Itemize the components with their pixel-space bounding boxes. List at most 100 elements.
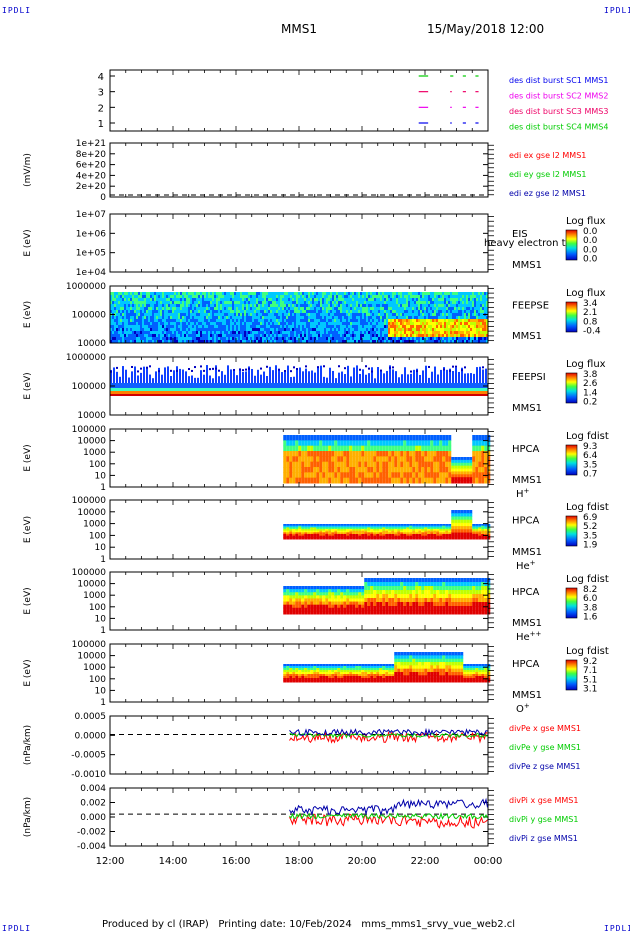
colorbar-tick-label: 5.1 [583, 675, 597, 685]
species-label: He+ [516, 559, 536, 572]
colorbar-title: Log flux [566, 359, 606, 370]
legend-entry: divPe y gse MMS1 [509, 743, 581, 752]
y-axis-label: E (eV) [23, 516, 33, 543]
colorbar [565, 659, 578, 691]
colorbar-tick-label: 3.4 [583, 299, 598, 309]
colorbar-title: Log flux [566, 216, 606, 227]
instrument-label: EIS [512, 229, 528, 240]
panel-burst: 4 3 2 1 des dist burst SC1 MMS1 des dist burs… [98, 69, 608, 132]
colorbar-tick-label: 6.0 [583, 594, 598, 604]
legend-entry: edi ex gse l2 MMS1 [509, 151, 586, 160]
y-tick-label: 10000 [77, 437, 106, 447]
y-axis-label: E (eV) [23, 372, 33, 399]
colorbar [565, 444, 578, 476]
instrument-label: FEEPSE [512, 301, 549, 312]
time-tick-label: 16:00 [222, 856, 251, 867]
y-tick-label: 1 [100, 555, 106, 565]
y-tick-label: 10000 [77, 580, 106, 590]
y-tick-label: 1000 [83, 663, 106, 673]
y-tick-label: 3 [98, 88, 104, 99]
colorbar-title: Log fdist [566, 646, 609, 657]
colorbar-tick-label: 3.5 [583, 460, 597, 470]
series-line [289, 727, 488, 738]
y-tick-label: 100 [89, 531, 106, 541]
corner-label-top-right: IPDLI [604, 6, 630, 15]
y-tick-label: 1e+21 [76, 139, 106, 149]
y-tick-label: 0.002 [80, 799, 106, 809]
legend-entry: des dist burst SC4 MMS4 [509, 123, 608, 132]
panel-frame [109, 69, 489, 132]
plot-datetime: 15/May/2018 12:00 [427, 22, 545, 36]
y-tick-label: 1e+06 [76, 229, 107, 239]
spacecraft-label: MMS1 [512, 403, 542, 414]
corner-label-bottom-right: IPDLI [604, 924, 630, 933]
y-tick-label: 1 [98, 119, 104, 130]
y-tick-label: 4 [98, 72, 104, 83]
y-tick-label: 100000 [72, 382, 107, 392]
y-axis-label: (nPa/km) [23, 725, 33, 765]
series-line [289, 812, 488, 820]
legend-entry: divPi y gse MMS1 [509, 815, 578, 824]
footer-file: mms_mms1_srvy_vue_web2.cl [361, 919, 516, 930]
legend-entry: des dist burst SC3 MMS3 [509, 107, 608, 116]
colorbar-tick-label: 9.3 [583, 442, 597, 452]
spacecraft-label: MMS1 [512, 690, 542, 701]
spacecraft-label: MMS1 [512, 618, 542, 629]
y-tick-label: -0.004 [77, 842, 106, 852]
colorbar [565, 229, 578, 261]
colorbar-tick-label: 0.2 [583, 398, 597, 408]
colorbar-tick-label: 3.5 [583, 531, 597, 541]
colorbar-tick-label: 6.4 [583, 451, 598, 461]
y-tick-label: 0.0000 [75, 731, 107, 741]
colorbar-title: Log flux [566, 288, 606, 299]
y-tick-label: 0 [100, 193, 106, 203]
colorbar-tick-label: 0.7 [583, 470, 597, 480]
stacked-panels: 4 3 2 1 des dist burst SC1 MMS1 des dist burs… [23, 69, 609, 867]
legend-entry: edi ey gse l2 MMS1 [509, 170, 587, 179]
colorbar-tick-label: 2.6 [583, 379, 598, 389]
colorbar-tick-label: 8.2 [583, 585, 597, 595]
y-tick-label: 4e+20 [76, 171, 107, 181]
footer-printing-date: Printing date: 10/Feb/2024 [218, 919, 352, 930]
panel-eis: heavy electron to 1e+07 1e+06 1e+05 1e+04 E (… [23, 210, 606, 278]
panel-divpi: 0.004 0.002 0.000 -0.002 -0.004 (nPa/km) divPi… [23, 784, 578, 852]
footer-produced-by: Produced by cl (IRAP) [102, 919, 209, 930]
legend-entry: divPi z gse MMS1 [509, 834, 578, 843]
legend-entry: divPe z gse MMS1 [509, 762, 580, 771]
y-axis-label: E (eV) [23, 444, 33, 471]
y-tick-label: -0.002 [77, 828, 106, 838]
series-line [289, 730, 488, 744]
y-tick-label: 1000 [83, 448, 106, 458]
instrument-label: HPCA [512, 516, 540, 527]
y-tick-label: 100 [89, 460, 106, 470]
y-axis-label: (mV/m) [23, 153, 33, 187]
y-tick-label: 100000 [72, 496, 107, 506]
time-tick-label: 18:00 [285, 856, 314, 867]
y-tick-label: 100 [89, 603, 106, 613]
colorbar-tick-label: 3.8 [583, 370, 598, 380]
colorbar-tick-label: 1.4 [583, 388, 598, 398]
y-tick-label: 0.000 [80, 813, 106, 823]
colorbar-tick-label: 9.2 [583, 657, 597, 667]
panel-feepse: 1000000 100000 10000 E (eV) FEEPSE MMS1 Log fl… [23, 282, 606, 349]
colorbar-tick-label: 0.0 [583, 245, 598, 255]
y-tick-label: 10000 [77, 508, 106, 518]
instrument-label: HPCA [512, 659, 540, 670]
spacecraft-label: MMS1 [512, 547, 542, 558]
y-axis-label: E (eV) [23, 587, 33, 614]
footer: Produced by cl (IRAP) Printing date: 10/… [102, 919, 515, 930]
colorbar [565, 587, 578, 619]
time-tick-label: 20:00 [348, 856, 377, 867]
y-tick-label: 10 [95, 543, 107, 553]
y-tick-label: 100000 [72, 640, 107, 650]
colorbar-tick-label: -0.4 [583, 327, 601, 337]
instrument-label: FEEPSI [512, 372, 546, 383]
colorbar-title: Log fdist [566, 431, 609, 442]
y-tick-label: -0.0010 [71, 770, 106, 780]
spacecraft-label: MMS1 [512, 475, 542, 486]
y-tick-label: 10000 [77, 411, 106, 421]
